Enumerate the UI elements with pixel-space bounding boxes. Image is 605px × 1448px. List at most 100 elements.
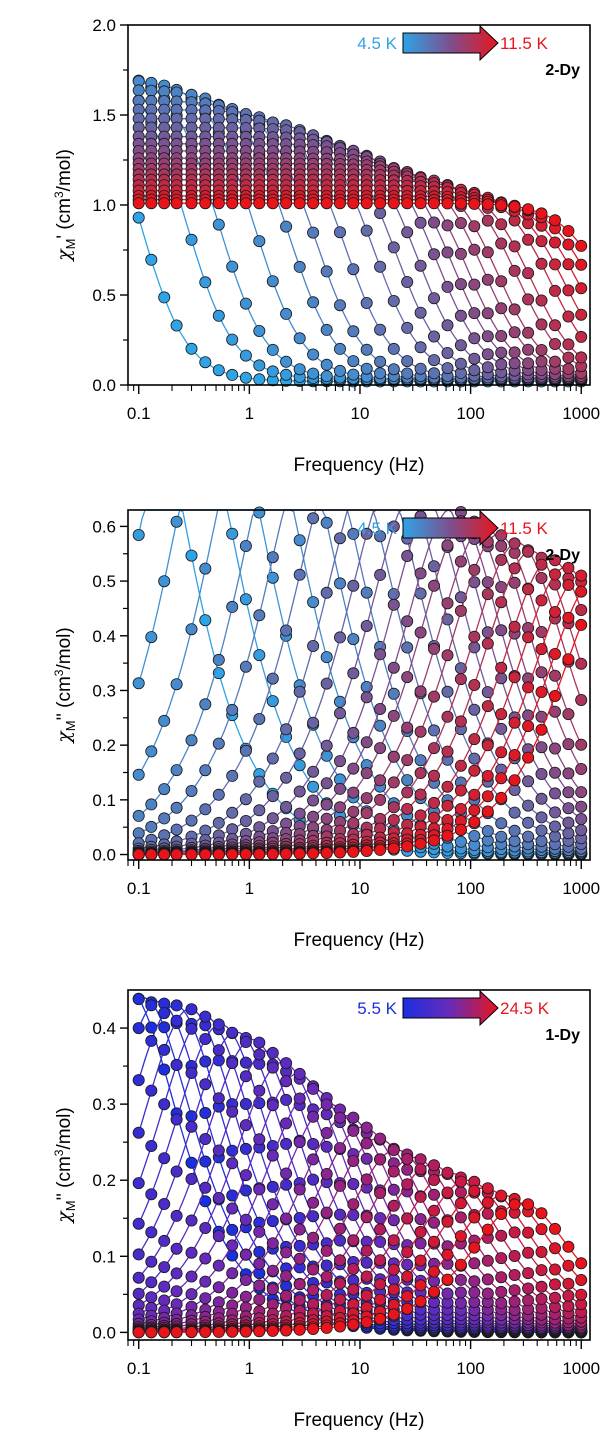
- data-point: [239, 1036, 252, 1049]
- data-point: [280, 1075, 293, 1088]
- data-point: [347, 197, 360, 210]
- data-point: [239, 1169, 252, 1182]
- data-point: [508, 1198, 521, 1211]
- data-point: [508, 264, 521, 277]
- data-point: [199, 1133, 212, 1146]
- data-point: [508, 774, 521, 787]
- data-point: [212, 848, 225, 861]
- data-point: [454, 803, 467, 816]
- data-point: [468, 1184, 481, 1197]
- data-point: [158, 848, 171, 861]
- data-point: [508, 303, 521, 316]
- data-point: [427, 834, 440, 847]
- data-point: [535, 343, 548, 356]
- data-point: [374, 197, 387, 210]
- data-point: [549, 258, 562, 271]
- data-point: [535, 1292, 548, 1305]
- data-point: [495, 329, 508, 342]
- data-point: [522, 267, 535, 280]
- plot-area: [132, 74, 588, 388]
- data-point: [522, 1198, 535, 1211]
- data-point: [280, 723, 293, 736]
- data-point: [145, 1276, 158, 1289]
- data-point: [320, 812, 333, 825]
- data-point: [495, 817, 508, 830]
- data-point: [212, 1230, 225, 1243]
- data-point: [374, 719, 387, 732]
- data-point: [185, 1173, 198, 1186]
- data-point: [481, 1207, 494, 1220]
- data-point: [387, 342, 400, 355]
- data-point: [253, 1183, 266, 1196]
- data-point: [387, 1214, 400, 1227]
- data-point: [253, 775, 266, 788]
- data-point: [468, 197, 481, 210]
- data-point: [145, 1140, 158, 1153]
- data-point: [212, 309, 225, 322]
- data-point: [441, 1215, 454, 1228]
- data-point: [212, 788, 225, 801]
- data-point: [307, 197, 320, 210]
- data-point: [360, 362, 373, 375]
- data-point: [549, 568, 562, 581]
- data-point: [427, 742, 440, 755]
- data-point: [199, 1033, 212, 1046]
- data-point: [145, 197, 158, 210]
- data-point: [347, 1234, 360, 1247]
- data-point: [562, 579, 575, 592]
- data-point: [414, 685, 427, 698]
- data-point: [185, 734, 198, 747]
- fit-curve: [138, 109, 582, 381]
- data-point: [427, 248, 440, 261]
- data-point: [280, 307, 293, 320]
- data-point: [253, 197, 266, 210]
- data-point: [387, 1234, 400, 1247]
- data-point: [239, 1056, 252, 1069]
- data-point: [333, 1111, 346, 1124]
- data-point: [414, 567, 427, 580]
- data-point: [495, 661, 508, 674]
- data-point: [280, 1212, 293, 1225]
- data-point: [481, 214, 494, 227]
- data-point: [522, 293, 535, 306]
- data-point: [387, 1263, 400, 1276]
- data-point: [575, 738, 588, 751]
- data-point: [132, 1326, 145, 1339]
- series-25: [132, 1198, 588, 1339]
- data-point: [333, 1179, 346, 1192]
- y-axis-title: χM'' (cm3/mol): [52, 1107, 78, 1224]
- data-point: [132, 809, 145, 822]
- data-point: [535, 594, 548, 607]
- data-point: [481, 348, 494, 361]
- data-point: [347, 325, 360, 338]
- data-point: [549, 1222, 562, 1235]
- data-point: [481, 770, 494, 783]
- data-point: [280, 1289, 293, 1302]
- data-point: [535, 257, 548, 270]
- data-point: [522, 775, 535, 788]
- data-point: [212, 1259, 225, 1272]
- x-axis-title: Frequency (Hz): [294, 930, 425, 951]
- data-point: [427, 354, 440, 367]
- data-point: [185, 623, 198, 636]
- data-point: [549, 606, 562, 619]
- data-point: [374, 1312, 387, 1325]
- data-point: [132, 1287, 145, 1300]
- data-point: [307, 1082, 320, 1095]
- data-point: [468, 332, 481, 345]
- data-point: [226, 368, 239, 381]
- data-point: [495, 529, 508, 542]
- data-point: [414, 626, 427, 639]
- data-point: [575, 569, 588, 582]
- data-point: [562, 738, 575, 751]
- data-point: [199, 197, 212, 210]
- data-point: [132, 529, 145, 542]
- data-point: [414, 341, 427, 354]
- data-point: [360, 1137, 373, 1150]
- data-point: [374, 1293, 387, 1306]
- data-point: [266, 365, 279, 378]
- data-point: [401, 1153, 414, 1166]
- data-point: [454, 1175, 467, 1188]
- data-point: [226, 1286, 239, 1299]
- data-point: [468, 764, 481, 777]
